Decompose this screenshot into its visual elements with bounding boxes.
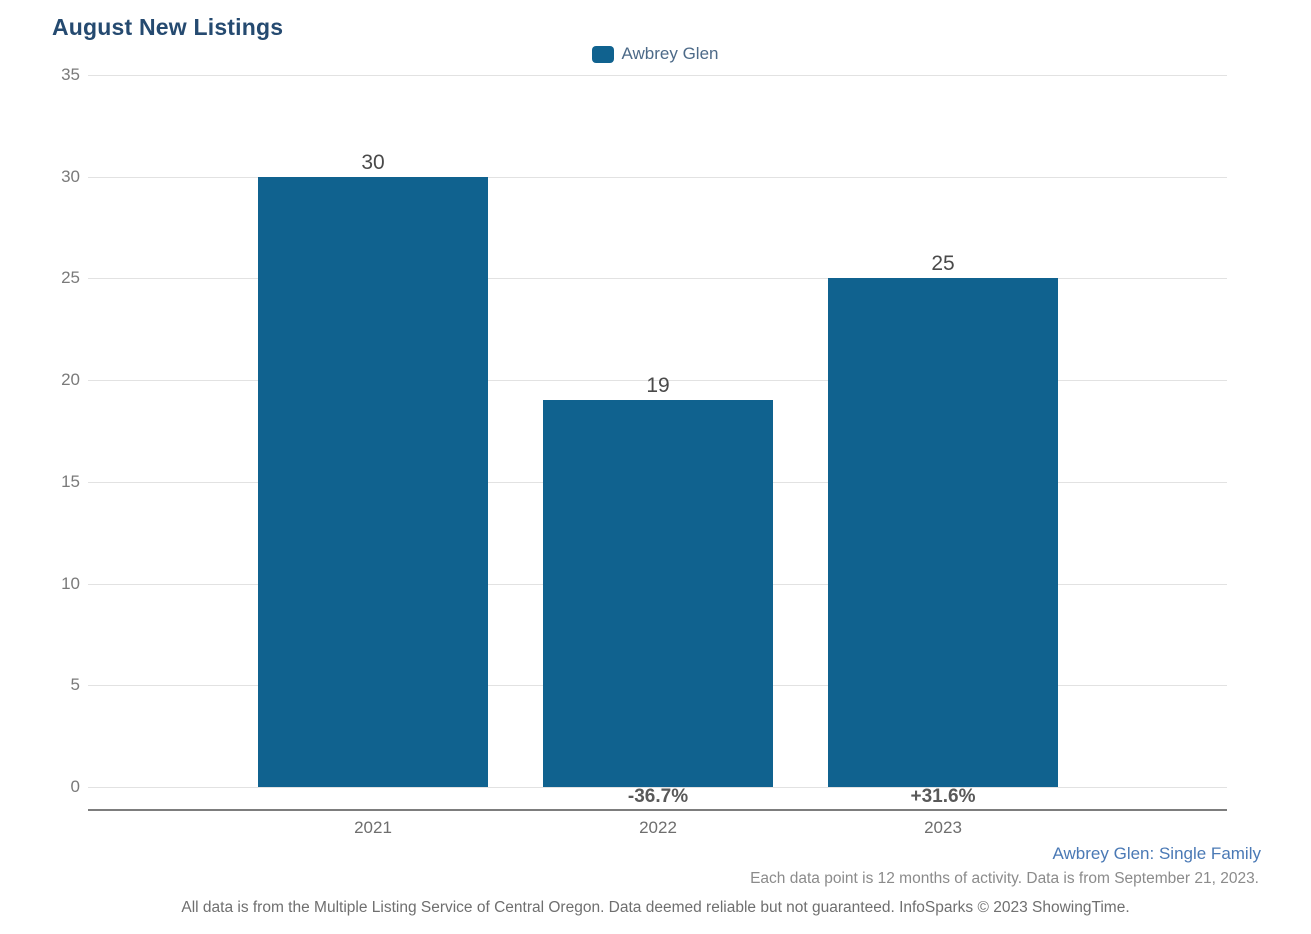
gridline-25 — [88, 278, 1227, 280]
x-tick-2023: 2023 — [924, 818, 962, 837]
bar-2022[interactable]: 19 — [543, 375, 773, 787]
pct-change-2022: -36.7% — [627, 786, 689, 807]
gridline-35 — [88, 75, 1227, 76]
gridline-20 — [88, 380, 1227, 382]
bar-rect-2023[interactable] — [828, 278, 1058, 787]
legend[interactable]: Awbrey Glen — [0, 44, 1311, 64]
x-tick-2022: 2022 — [639, 818, 677, 837]
y-tick-0: 0 — [70, 777, 80, 796]
bar-rect-2022[interactable] — [543, 400, 773, 787]
bar-value-label: 19 — [646, 374, 670, 397]
chart-title: August New Listings — [52, 14, 284, 40]
y-tick-15: 15 — [61, 471, 80, 491]
legend-swatch-icon — [592, 45, 615, 63]
y-tick-5: 5 — [70, 675, 80, 695]
y-tick-10: 10 — [61, 573, 80, 593]
y-tick-20: 20 — [61, 370, 80, 390]
bar-value-label: 30 — [361, 151, 385, 174]
legend-label: Awbrey Glen — [621, 44, 719, 63]
pct-change-2023: +31.6% — [910, 786, 976, 807]
bar-2021[interactable]: 30 — [258, 152, 488, 787]
series-filter-caption: Awbrey Glen: Single Family — [1052, 844, 1262, 863]
y-tick-25: 25 — [61, 268, 80, 288]
bar-2023[interactable]: 25 — [828, 253, 1058, 787]
mls-disclaimer: All data is from the Multiple Listing Se… — [181, 899, 1130, 916]
bar-value-label: 25 — [931, 252, 955, 275]
bar-rect-2021[interactable] — [258, 177, 488, 787]
x-tick-2021: 2021 — [354, 818, 392, 837]
data-date-note: Each data point is 12 months of activity… — [750, 870, 1259, 887]
x-axis-line — [88, 809, 1227, 811]
y-tick-35: 35 — [61, 65, 80, 84]
gridline-0 — [88, 787, 1227, 788]
y-tick-30: 30 — [61, 166, 80, 186]
gridline-30 — [88, 176, 1227, 178]
